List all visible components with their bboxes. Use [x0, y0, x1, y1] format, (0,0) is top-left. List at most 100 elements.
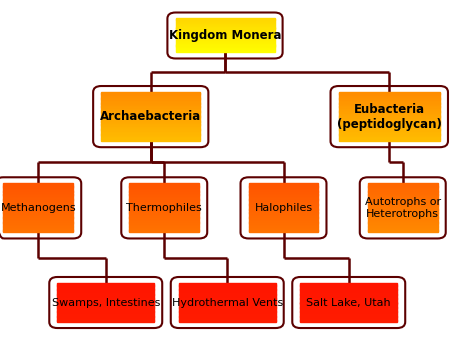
Bar	[179, 294, 275, 296]
Bar	[101, 100, 200, 102]
Bar	[338, 136, 440, 138]
Bar	[130, 219, 199, 221]
Bar	[58, 288, 154, 290]
Bar	[179, 307, 275, 309]
Bar	[301, 302, 397, 304]
Bar	[58, 309, 154, 310]
Bar	[130, 209, 199, 211]
Bar	[368, 206, 437, 208]
Bar	[4, 227, 73, 229]
Bar	[176, 22, 274, 23]
Bar	[176, 39, 274, 40]
Text: Archaebacteria: Archaebacteria	[100, 110, 202, 123]
Bar	[368, 212, 437, 214]
Bar	[368, 199, 437, 201]
Bar	[4, 203, 73, 204]
Bar	[4, 190, 73, 192]
Bar	[248, 193, 319, 195]
Bar	[179, 315, 275, 317]
Bar	[301, 296, 397, 297]
Bar	[179, 285, 275, 287]
Bar	[58, 319, 154, 321]
Bar	[176, 41, 274, 42]
Bar	[176, 42, 274, 43]
Bar	[130, 196, 199, 198]
Bar	[130, 224, 199, 226]
Bar	[179, 305, 275, 306]
Bar	[338, 139, 440, 141]
Bar	[338, 95, 440, 97]
Bar	[179, 313, 275, 314]
Bar	[368, 190, 437, 192]
Bar	[4, 216, 73, 218]
Bar	[338, 113, 440, 115]
Bar	[368, 193, 437, 195]
Bar	[368, 231, 437, 233]
Bar	[130, 225, 199, 227]
Bar	[130, 199, 199, 201]
Bar	[4, 229, 73, 231]
Bar	[58, 287, 154, 288]
Bar	[101, 95, 200, 97]
Bar	[4, 221, 73, 223]
Bar	[248, 222, 319, 224]
Bar	[176, 35, 274, 37]
Bar	[179, 316, 275, 318]
Bar	[248, 227, 319, 229]
Bar	[130, 193, 199, 195]
Bar	[301, 298, 397, 300]
Text: Autotrophs or
Heterotrophs: Autotrophs or Heterotrophs	[364, 197, 441, 219]
Bar	[58, 320, 154, 322]
Bar	[248, 191, 319, 193]
Bar	[4, 209, 73, 211]
Bar	[4, 224, 73, 226]
Bar	[4, 186, 73, 188]
Bar	[4, 194, 73, 196]
Bar	[4, 214, 73, 216]
Bar	[248, 204, 319, 206]
Bar	[179, 288, 275, 290]
Bar	[248, 225, 319, 227]
Bar	[130, 188, 199, 190]
Bar	[101, 105, 200, 107]
Bar	[338, 100, 440, 102]
Bar	[58, 294, 154, 296]
Bar	[338, 128, 440, 130]
Bar	[338, 132, 440, 135]
Bar	[176, 40, 274, 41]
Bar	[301, 320, 397, 322]
Bar	[368, 188, 437, 190]
Bar	[179, 289, 275, 291]
Bar	[58, 292, 154, 293]
Bar	[4, 198, 73, 200]
Bar	[248, 214, 319, 216]
Bar	[176, 19, 274, 21]
Bar	[58, 313, 154, 314]
Bar	[338, 98, 440, 100]
Bar	[338, 120, 440, 122]
Bar	[338, 118, 440, 120]
Bar	[338, 134, 440, 136]
Bar	[338, 102, 440, 103]
Bar	[176, 29, 274, 31]
Bar	[130, 191, 199, 193]
Bar	[101, 103, 200, 105]
Bar	[4, 183, 73, 185]
Bar	[301, 301, 397, 303]
Bar	[368, 204, 437, 206]
Bar	[101, 118, 200, 120]
Bar	[338, 105, 440, 107]
Bar	[4, 185, 73, 187]
Text: Eubacteria
(peptidoglycan): Eubacteria (peptidoglycan)	[337, 103, 442, 130]
Bar	[301, 309, 397, 310]
Bar	[248, 224, 319, 226]
Bar	[338, 115, 440, 117]
Bar	[58, 304, 154, 305]
Bar	[368, 222, 437, 224]
Bar	[4, 217, 73, 219]
Bar	[179, 283, 275, 284]
Bar	[368, 225, 437, 227]
Bar	[301, 294, 397, 296]
Bar	[368, 229, 437, 231]
Bar	[176, 45, 274, 47]
